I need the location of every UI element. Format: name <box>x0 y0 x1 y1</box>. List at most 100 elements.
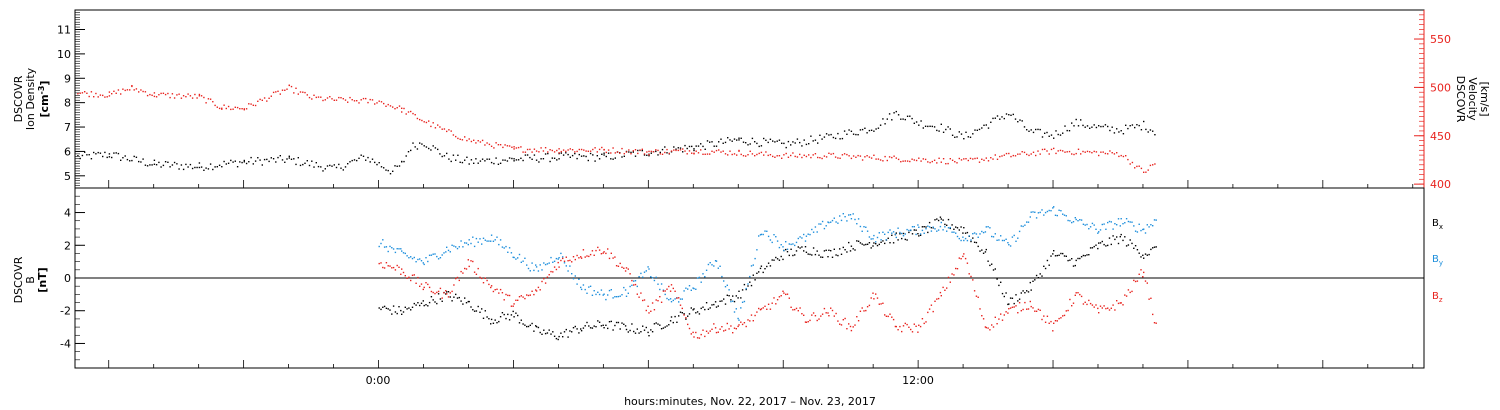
by-point <box>445 251 447 253</box>
by-point <box>589 285 592 287</box>
velocity-point <box>268 97 270 99</box>
bx-point <box>987 260 989 262</box>
velocity-point <box>580 148 583 151</box>
bx-point <box>1152 247 1154 249</box>
by-point <box>507 251 509 253</box>
velocity-point <box>367 101 369 104</box>
bz-point <box>428 286 431 289</box>
bx-point <box>842 246 844 249</box>
bz-point <box>814 315 817 317</box>
by-point <box>889 229 891 231</box>
ion-density-point <box>673 146 675 148</box>
by-point <box>1153 219 1156 221</box>
velocity-point <box>1032 151 1035 153</box>
by-point <box>619 295 621 297</box>
velocity-point <box>942 158 945 160</box>
ion-density-point <box>533 154 536 156</box>
velocity-point <box>1030 153 1032 155</box>
bz-point <box>1107 307 1109 309</box>
ion-density-point <box>407 151 410 153</box>
bz-point <box>741 323 744 326</box>
ion-density-point <box>1109 129 1111 132</box>
ion-density-point <box>180 164 183 166</box>
ion-density-point <box>843 130 846 132</box>
top-right-tick-label: 400 <box>1430 178 1451 191</box>
bx-point <box>973 241 976 243</box>
ion-density-point <box>138 160 140 163</box>
velocity-point <box>126 89 129 91</box>
by-point <box>732 300 734 302</box>
bz-point <box>1108 309 1111 311</box>
bz-point <box>621 266 623 268</box>
by-point <box>437 258 440 260</box>
by-point <box>970 239 972 241</box>
by-point <box>894 233 897 235</box>
ion-density-point <box>974 129 976 131</box>
velocity-point <box>846 153 848 156</box>
ion-density-point <box>1059 134 1062 136</box>
velocity-point <box>135 88 138 90</box>
bx-point <box>692 309 694 311</box>
unit-prefix: [cm <box>38 94 51 117</box>
bx-point <box>456 297 459 299</box>
bx-point <box>738 290 740 292</box>
bz-point <box>1127 289 1130 291</box>
velocity-point <box>115 92 117 94</box>
velocity-point <box>459 138 461 140</box>
velocity-point <box>526 148 529 151</box>
ion-density-point <box>261 164 263 166</box>
ion-density-point <box>634 155 637 157</box>
velocity-point <box>821 157 823 160</box>
bz-point <box>873 298 875 300</box>
bx-point <box>747 285 749 287</box>
by-point <box>698 276 701 279</box>
by-point <box>560 252 562 255</box>
bz-point <box>560 259 562 262</box>
bx-point <box>413 302 415 305</box>
by-point <box>989 227 991 229</box>
velocity-point <box>380 101 383 103</box>
bx-point <box>899 233 901 235</box>
by-point <box>681 298 683 300</box>
bz-point <box>396 264 398 267</box>
bx-point <box>814 253 817 256</box>
bx-point <box>595 326 597 328</box>
ion-density-point <box>526 154 529 156</box>
velocity-point <box>108 91 111 93</box>
by-point <box>417 258 419 261</box>
bx-point <box>1119 236 1121 238</box>
velocity-point <box>486 142 488 144</box>
ion-density-point <box>182 168 185 171</box>
bx-point <box>1136 249 1139 251</box>
bx-point <box>505 317 507 320</box>
bx-point <box>856 240 858 242</box>
ion-density-point <box>1003 117 1005 120</box>
bx-point <box>939 216 942 218</box>
by-point <box>842 213 844 215</box>
bz-point <box>989 329 991 331</box>
bz-point <box>1098 312 1100 314</box>
ion-density-point <box>560 152 562 154</box>
bz-point <box>385 262 388 264</box>
by-point <box>885 239 888 241</box>
bx-point <box>788 254 790 257</box>
bz-point <box>567 260 569 262</box>
bz-point <box>797 310 799 312</box>
by-point <box>477 241 479 243</box>
velocity-point <box>884 155 886 158</box>
by-point <box>664 293 666 296</box>
bz-point <box>1122 304 1124 306</box>
by-point <box>391 247 393 249</box>
bx-point <box>1005 292 1007 294</box>
ion-density-point <box>425 146 428 148</box>
ion-density-point <box>212 168 214 171</box>
bx-point <box>1018 298 1021 300</box>
bz-point <box>494 289 496 291</box>
velocity-point <box>823 155 826 157</box>
ion-density-point <box>736 139 738 141</box>
bottom-label-line2: B <box>24 276 37 284</box>
bz-point <box>392 266 395 269</box>
bz-point <box>402 271 405 274</box>
bz-point <box>1035 310 1038 312</box>
bz-point <box>1039 309 1041 311</box>
